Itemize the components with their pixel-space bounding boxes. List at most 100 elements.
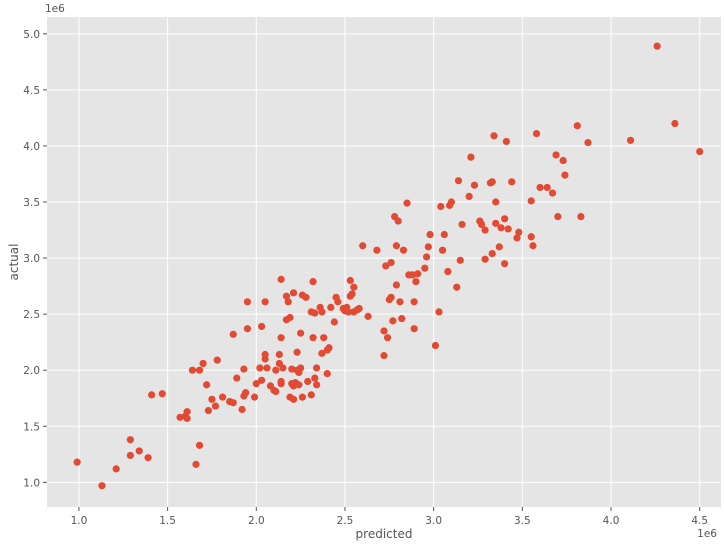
- data-point: [204, 406, 213, 415]
- data-point: [481, 255, 489, 263]
- data-point: [293, 348, 301, 356]
- data-point: [243, 325, 252, 333]
- data-point: [392, 281, 401, 289]
- data-point: [444, 267, 452, 276]
- data-point: [286, 313, 294, 322]
- data-points: [73, 42, 704, 490]
- grid-lines: [47, 17, 721, 507]
- x-tick-label: 2.0: [248, 515, 265, 527]
- data-point: [261, 298, 269, 306]
- data-point: [144, 454, 152, 462]
- data-point: [289, 289, 298, 297]
- data-point: [250, 393, 259, 401]
- data-point: [495, 243, 503, 251]
- data-point: [158, 390, 166, 398]
- data-point: [573, 122, 581, 130]
- data-point: [192, 460, 200, 468]
- data-point: [242, 389, 250, 397]
- data-point: [346, 276, 354, 285]
- data-point: [399, 246, 408, 254]
- data-point: [504, 225, 512, 233]
- data-point: [243, 298, 252, 306]
- data-point: [318, 349, 326, 357]
- data-point: [477, 220, 486, 229]
- data-point: [488, 249, 496, 258]
- data-point: [492, 219, 500, 227]
- data-point: [431, 341, 440, 350]
- data-point: [584, 138, 592, 147]
- data-point: [392, 242, 401, 250]
- data-point: [284, 298, 292, 306]
- data-point: [298, 393, 307, 401]
- data-point: [382, 262, 390, 270]
- data-point: [199, 359, 207, 368]
- data-point: [233, 374, 241, 382]
- data-point: [183, 408, 191, 416]
- data-point: [309, 334, 317, 342]
- data-point: [513, 234, 521, 242]
- data-point: [135, 447, 143, 455]
- data-point: [277, 377, 285, 386]
- data-point: [277, 334, 285, 342]
- y-tick-label: 3.5: [23, 197, 40, 209]
- data-point: [497, 224, 505, 232]
- y-tick-label: 1.0: [23, 477, 40, 489]
- data-point: [350, 283, 358, 291]
- data-point: [279, 364, 287, 372]
- data-point: [387, 293, 395, 301]
- data-point: [426, 230, 434, 239]
- data-point: [490, 132, 498, 140]
- data-point: [311, 309, 319, 317]
- data-point: [229, 330, 237, 338]
- data-point: [373, 246, 381, 254]
- data-point: [304, 377, 312, 386]
- data-point: [311, 374, 319, 382]
- data-point: [258, 376, 266, 384]
- data-point: [456, 256, 464, 264]
- data-point: [548, 189, 557, 197]
- data-point: [263, 364, 271, 372]
- y-axis-offset-label: 1e6: [45, 3, 65, 15]
- data-point: [218, 393, 227, 401]
- data-point: [208, 395, 216, 403]
- data-point: [421, 264, 429, 272]
- data-point: [256, 364, 264, 372]
- data-point: [438, 246, 447, 254]
- data-point: [330, 318, 338, 326]
- data-point: [515, 228, 523, 236]
- data-point: [501, 215, 509, 223]
- data-point: [289, 395, 298, 403]
- data-point: [383, 334, 392, 342]
- data-point: [309, 278, 317, 286]
- data-point: [148, 391, 156, 399]
- data-point: [414, 270, 422, 278]
- data-point: [389, 317, 397, 325]
- data-point: [211, 402, 220, 410]
- data-point: [327, 303, 335, 312]
- data-point: [380, 352, 388, 360]
- data-point: [188, 366, 197, 374]
- data-point: [98, 482, 106, 490]
- y-tick-label: 5.0: [23, 29, 40, 41]
- data-point: [653, 42, 661, 50]
- data-point: [554, 212, 562, 221]
- data-point: [447, 198, 455, 206]
- data-point: [536, 183, 544, 192]
- plot-background: [47, 17, 721, 507]
- data-point: [229, 399, 237, 407]
- data-point: [508, 178, 516, 186]
- y-axis-label: actual: [7, 244, 21, 281]
- data-point: [410, 325, 418, 333]
- data-point: [334, 298, 342, 306]
- data-point: [240, 365, 248, 373]
- data-point: [529, 242, 537, 250]
- data-point: [302, 293, 310, 301]
- x-tick-label: 1.0: [71, 515, 88, 527]
- data-point: [527, 197, 535, 205]
- y-axis-ticks: 1.0 1.5 2.0 2.5 3.0 3.5 4.0 4.5 5.0: [23, 29, 47, 489]
- data-point: [258, 322, 266, 331]
- data-point: [626, 136, 635, 144]
- x-tick-label: 4.5: [691, 515, 708, 527]
- y-tick-label: 3.0: [23, 253, 40, 265]
